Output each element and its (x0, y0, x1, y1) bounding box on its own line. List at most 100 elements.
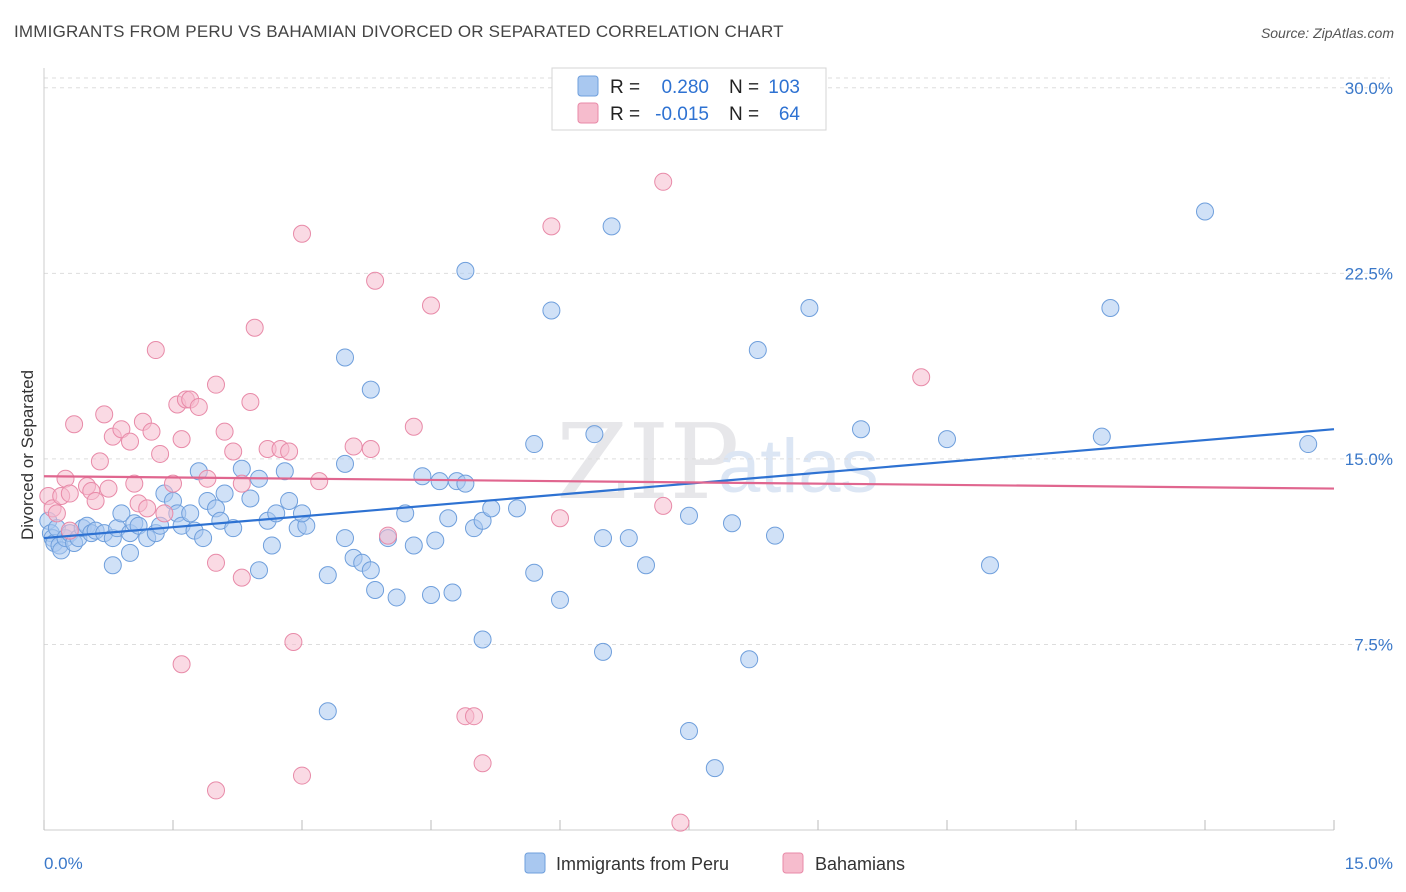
y-tick-label: 30.0% (1345, 79, 1393, 98)
data-point-bahamians (361, 440, 380, 458)
legend-swatch-blue (577, 75, 599, 97)
data-point-bahamians (366, 271, 385, 290)
data-point-peru (293, 504, 311, 523)
data-point-bahamians (207, 553, 225, 572)
bottom-legend-label-peru: Immigrants from Peru (556, 854, 729, 874)
data-point-peru (413, 467, 432, 486)
data-point-peru (748, 341, 767, 360)
data-point-bahamians (207, 781, 225, 800)
data-point-peru (404, 536, 423, 555)
data-point-bahamians (280, 442, 299, 461)
data-point-peru (181, 504, 200, 523)
legend-n-value-pink: 64 (779, 104, 801, 125)
data-point-peru (602, 217, 621, 236)
source-label: Source: ZipAtlas.com (1260, 25, 1394, 41)
data-point-peru (1299, 435, 1318, 454)
watermark-atlas: atlas (718, 424, 879, 509)
data-point-bahamians (241, 392, 260, 411)
data-point-bahamians (245, 318, 264, 337)
data-point-bahamians (224, 442, 243, 461)
data-point-bahamians (172, 655, 191, 674)
stats-legend: R = 0.280 N = 103 R = -0.015 N = 64 (551, 67, 827, 131)
data-point-peru (1196, 202, 1214, 221)
data-point-bahamians (172, 430, 191, 449)
gridlines (44, 77, 1390, 645)
data-point-peru (262, 536, 281, 555)
data-point-bahamians (95, 405, 114, 424)
data-point-bahamians (654, 496, 673, 515)
data-point-peru (121, 543, 139, 562)
data-point-bahamians (310, 472, 329, 491)
data-point-bahamians (138, 499, 157, 518)
data-point-peru (396, 504, 415, 523)
data-point-peru (551, 590, 569, 609)
data-point-bahamians (293, 766, 311, 785)
data-point-bahamians (86, 491, 105, 510)
data-point-bahamians (65, 415, 84, 434)
legend-r-value-blue: 0.280 (661, 77, 709, 98)
data-point-peru (619, 529, 638, 548)
data-point-bahamians (344, 437, 363, 456)
data-point-peru (387, 588, 406, 607)
data-point-peru (422, 585, 440, 604)
data-point-peru (1101, 298, 1120, 317)
y-tick-label: 22.5% (1345, 264, 1393, 283)
legend-swatch-pink (577, 102, 599, 124)
bottom-legend-swatch-bahamians (782, 852, 804, 874)
data-point-bahamians (404, 417, 423, 436)
data-point-bahamians (465, 707, 483, 726)
x-tick-label-max: 15.0% (1345, 854, 1393, 873)
y-axis-tick-labels: 7.5% 15.0% 22.5% 30.0% (1345, 79, 1393, 655)
data-point-peru (938, 430, 956, 449)
data-point-bahamians (215, 422, 234, 441)
data-point-bahamians (60, 484, 79, 503)
series-immigrants-from-peru (39, 202, 1318, 778)
data-point-bahamians (56, 469, 75, 488)
data-point-bahamians (99, 479, 118, 498)
data-point-bahamians (151, 444, 170, 463)
data-point-peru (103, 556, 122, 575)
data-point-peru (361, 380, 380, 399)
data-point-peru (473, 511, 492, 530)
y-tick-label: 15.0% (1345, 450, 1393, 469)
legend-n-label-blue: N = (729, 77, 759, 98)
data-point-bahamians (232, 568, 251, 587)
bottom-legend-swatch-peru (524, 852, 546, 874)
data-point-peru (456, 261, 475, 280)
data-point-peru (426, 531, 445, 550)
data-point-peru (525, 435, 544, 454)
data-point-bahamians (90, 452, 109, 471)
data-point-bahamians (654, 172, 673, 191)
data-point-peru (224, 519, 243, 538)
data-point-peru (280, 491, 299, 510)
watermark-zip: ZIP (556, 401, 739, 523)
data-point-peru (439, 509, 458, 528)
x-tick-label-min: 0.0% (44, 854, 83, 873)
data-point-bahamians (164, 474, 182, 493)
data-point-peru (366, 581, 385, 600)
data-point-peru (361, 561, 380, 580)
legend-n-label-pink: N = (729, 104, 759, 125)
data-point-peru (766, 526, 784, 545)
data-point-peru (680, 722, 698, 741)
x-axis-ticks (43, 820, 1335, 830)
series-legend: Immigrants from Peru Bahamians (524, 852, 905, 874)
data-point-bahamians (473, 754, 492, 773)
data-point-peru (508, 499, 526, 518)
legend-n-value-blue: 103 (768, 77, 800, 98)
watermark: ZIP atlas (556, 401, 879, 523)
y-axis-label: Divorced or Separated (18, 370, 37, 540)
data-point-bahamians (207, 375, 225, 394)
data-point-peru (740, 650, 759, 669)
data-point-peru (723, 514, 741, 533)
data-point-peru (637, 556, 655, 575)
data-point-peru (275, 462, 294, 481)
data-point-peru (336, 348, 354, 367)
legend-r-label-pink: R = (610, 104, 640, 125)
data-point-peru (456, 474, 475, 493)
bottom-legend-label-bahamians: Bahamians (815, 854, 905, 874)
data-point-peru (318, 702, 337, 721)
data-point-peru (594, 642, 612, 661)
data-point-peru (981, 556, 999, 575)
